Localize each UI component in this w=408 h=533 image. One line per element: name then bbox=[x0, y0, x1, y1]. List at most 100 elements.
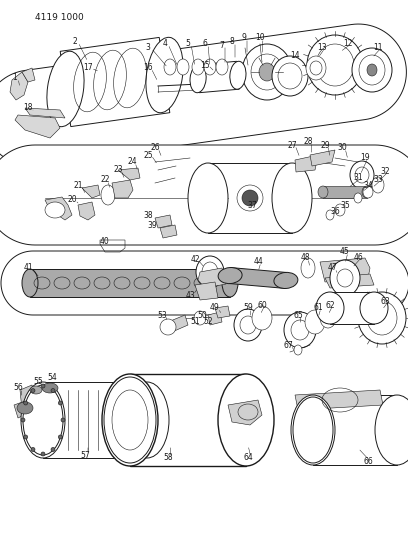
Polygon shape bbox=[215, 306, 230, 318]
Ellipse shape bbox=[196, 256, 224, 288]
Text: 65: 65 bbox=[293, 311, 303, 319]
Text: 63: 63 bbox=[380, 297, 390, 306]
Ellipse shape bbox=[31, 389, 35, 393]
Polygon shape bbox=[208, 312, 222, 325]
Ellipse shape bbox=[192, 59, 204, 75]
Text: 4119 1000: 4119 1000 bbox=[35, 13, 84, 22]
Text: 30: 30 bbox=[337, 143, 347, 152]
Ellipse shape bbox=[101, 185, 115, 205]
Ellipse shape bbox=[61, 418, 65, 422]
Ellipse shape bbox=[42, 383, 58, 393]
Polygon shape bbox=[295, 390, 383, 410]
Polygon shape bbox=[43, 382, 147, 458]
Text: 53: 53 bbox=[157, 311, 167, 319]
Polygon shape bbox=[45, 197, 72, 220]
Ellipse shape bbox=[190, 65, 206, 93]
Polygon shape bbox=[195, 282, 218, 300]
Polygon shape bbox=[112, 180, 133, 198]
Ellipse shape bbox=[47, 51, 84, 127]
Text: 2: 2 bbox=[73, 37, 78, 46]
Text: 13: 13 bbox=[317, 44, 327, 52]
Text: 17: 17 bbox=[83, 63, 93, 72]
Ellipse shape bbox=[358, 292, 406, 344]
Ellipse shape bbox=[375, 395, 408, 465]
Polygon shape bbox=[325, 274, 374, 288]
Text: 27: 27 bbox=[287, 141, 297, 149]
Polygon shape bbox=[168, 315, 188, 332]
Ellipse shape bbox=[362, 186, 372, 198]
Ellipse shape bbox=[51, 389, 55, 393]
Text: 42: 42 bbox=[190, 255, 200, 264]
Ellipse shape bbox=[242, 190, 258, 206]
Text: 28: 28 bbox=[303, 138, 313, 147]
Ellipse shape bbox=[330, 260, 360, 296]
Polygon shape bbox=[22, 68, 35, 82]
Ellipse shape bbox=[202, 262, 218, 282]
Polygon shape bbox=[330, 292, 374, 324]
Text: 3: 3 bbox=[146, 44, 151, 52]
Text: 57: 57 bbox=[80, 450, 90, 459]
Ellipse shape bbox=[177, 59, 189, 75]
Ellipse shape bbox=[204, 59, 216, 75]
Ellipse shape bbox=[218, 268, 242, 284]
Text: 49: 49 bbox=[210, 303, 220, 312]
Text: 8: 8 bbox=[230, 37, 234, 46]
Ellipse shape bbox=[363, 186, 373, 198]
Ellipse shape bbox=[125, 382, 169, 458]
Ellipse shape bbox=[112, 390, 148, 450]
Text: 9: 9 bbox=[242, 34, 246, 43]
Ellipse shape bbox=[274, 272, 298, 288]
Text: 16: 16 bbox=[143, 63, 153, 72]
Text: 12: 12 bbox=[343, 39, 353, 49]
Polygon shape bbox=[20, 385, 35, 412]
Ellipse shape bbox=[146, 37, 183, 113]
Text: 5: 5 bbox=[186, 39, 191, 49]
Text: 64: 64 bbox=[243, 454, 253, 463]
Polygon shape bbox=[118, 168, 140, 180]
Text: 47: 47 bbox=[327, 263, 337, 272]
Text: 35: 35 bbox=[340, 200, 350, 209]
Ellipse shape bbox=[164, 59, 176, 75]
Polygon shape bbox=[0, 145, 408, 245]
Ellipse shape bbox=[367, 301, 397, 335]
Text: 14: 14 bbox=[290, 51, 300, 60]
Ellipse shape bbox=[240, 316, 256, 334]
Polygon shape bbox=[14, 400, 30, 418]
Text: 44: 44 bbox=[253, 257, 263, 266]
Text: 4: 4 bbox=[162, 39, 167, 49]
Text: 24: 24 bbox=[127, 157, 137, 166]
Ellipse shape bbox=[272, 163, 312, 233]
Ellipse shape bbox=[23, 385, 63, 455]
Text: 40: 40 bbox=[100, 238, 110, 246]
Text: 34: 34 bbox=[363, 181, 373, 190]
Ellipse shape bbox=[222, 269, 238, 297]
Polygon shape bbox=[155, 215, 172, 228]
Polygon shape bbox=[198, 268, 226, 288]
Ellipse shape bbox=[24, 401, 28, 405]
Ellipse shape bbox=[21, 382, 65, 458]
Ellipse shape bbox=[335, 204, 345, 216]
Text: 54: 54 bbox=[47, 374, 57, 383]
Text: 39: 39 bbox=[147, 221, 157, 230]
Text: 41: 41 bbox=[23, 263, 33, 272]
Text: 48: 48 bbox=[300, 254, 310, 262]
Polygon shape bbox=[60, 37, 170, 127]
Polygon shape bbox=[30, 269, 230, 297]
Text: 29: 29 bbox=[320, 141, 330, 149]
Ellipse shape bbox=[218, 374, 274, 466]
Text: 10: 10 bbox=[255, 34, 265, 43]
Ellipse shape bbox=[318, 186, 328, 198]
Text: 61: 61 bbox=[313, 303, 323, 312]
Text: 66: 66 bbox=[363, 457, 373, 466]
Ellipse shape bbox=[350, 161, 374, 189]
Ellipse shape bbox=[41, 452, 45, 456]
Text: 11: 11 bbox=[373, 44, 383, 52]
Ellipse shape bbox=[316, 292, 344, 324]
Polygon shape bbox=[328, 292, 375, 315]
Ellipse shape bbox=[41, 384, 45, 388]
Polygon shape bbox=[160, 225, 177, 238]
Text: 43: 43 bbox=[185, 290, 195, 300]
Text: 21: 21 bbox=[73, 181, 83, 190]
Text: 52: 52 bbox=[203, 318, 213, 327]
Text: 32: 32 bbox=[380, 167, 390, 176]
